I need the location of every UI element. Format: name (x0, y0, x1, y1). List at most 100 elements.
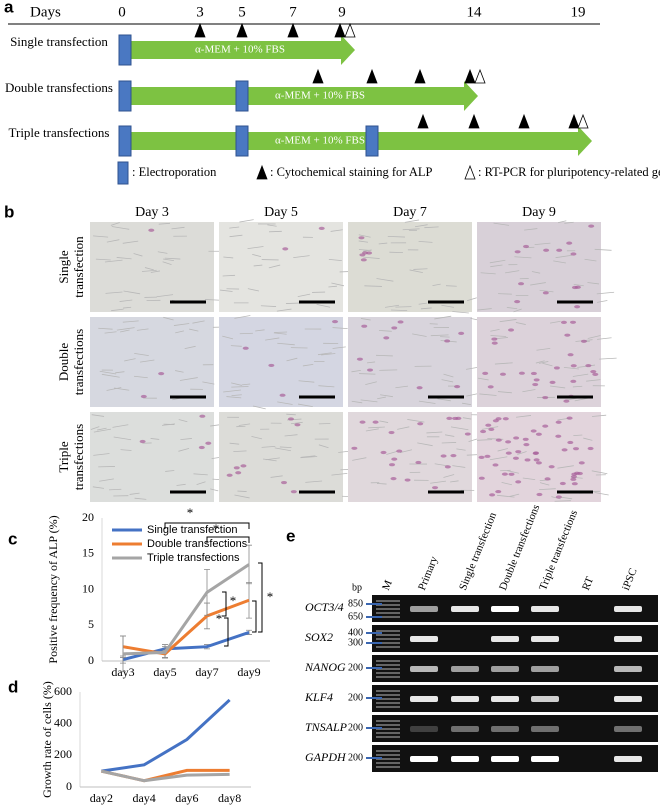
stained-cell (290, 490, 297, 494)
cell (358, 240, 369, 243)
cell (101, 373, 120, 378)
gel-band (410, 666, 438, 672)
electroporation (118, 80, 132, 112)
stained-cell (318, 226, 325, 230)
cell (384, 304, 400, 308)
stained-cell (566, 416, 573, 420)
cell (550, 385, 566, 389)
cell (108, 488, 122, 491)
stained-cell (444, 465, 451, 469)
lane-label: Primary (416, 554, 441, 592)
ladder-band (376, 630, 400, 632)
stained-cell (388, 430, 395, 435)
cell (380, 394, 393, 398)
cell (386, 451, 397, 455)
cell (539, 289, 554, 293)
stained-cell (367, 368, 374, 372)
cell (395, 306, 412, 308)
ladder-band (376, 698, 400, 700)
cell (395, 385, 409, 389)
cell (252, 405, 266, 410)
ladder-band (376, 612, 400, 614)
cell (122, 240, 139, 244)
gel-band (614, 726, 642, 732)
stained-cell (440, 454, 447, 458)
cell (328, 259, 342, 262)
cell (553, 260, 566, 264)
gel-band (614, 756, 642, 762)
cell (91, 414, 105, 417)
stained-cell (390, 477, 397, 481)
row-label: Triple transfections (56, 423, 86, 491)
stained-cell (361, 324, 368, 328)
cell (297, 403, 313, 408)
bp-marker: 650 (348, 611, 363, 622)
significance-bracket (258, 562, 263, 633)
cell (368, 426, 385, 429)
cell (414, 224, 428, 228)
x-tick-label: day4 (132, 791, 155, 805)
cell (317, 352, 332, 356)
alp-stain-marker (334, 22, 346, 38)
significance-star: * (213, 521, 220, 536)
cell (426, 431, 443, 434)
day-label: 19 (571, 4, 586, 20)
stained-cell (513, 436, 520, 440)
micrograph (90, 317, 214, 407)
ladder-band (376, 672, 400, 674)
cell (418, 302, 427, 305)
cell (462, 417, 472, 420)
cell (514, 256, 532, 259)
row-label: Double transfections (5, 80, 113, 95)
cell (432, 283, 441, 287)
cell (231, 394, 242, 397)
alp-stain-marker (236, 22, 248, 38)
cell (230, 345, 242, 347)
cell (157, 251, 168, 254)
stained-cell (484, 454, 491, 458)
stained-cell (535, 432, 542, 436)
gel-band (614, 636, 642, 642)
cell (513, 308, 522, 313)
stained-cell (446, 416, 453, 421)
cell (420, 307, 432, 310)
cell (90, 426, 100, 430)
cell (112, 424, 129, 428)
cell (573, 283, 584, 287)
cell (210, 488, 219, 492)
column-header: Day 5 (264, 205, 298, 220)
cell (104, 259, 123, 263)
stained-cell (570, 475, 577, 479)
days-label: Days (30, 4, 61, 20)
stained-cell (383, 336, 390, 340)
cell (116, 257, 132, 260)
electroporation (118, 34, 132, 66)
cell (434, 315, 452, 320)
stained-cell (571, 482, 578, 486)
ladder-band (376, 762, 400, 764)
column-header: Day 7 (393, 205, 427, 220)
stained-cell (542, 395, 549, 400)
cell (360, 399, 378, 403)
cell (596, 291, 615, 295)
cell (443, 373, 454, 378)
gel-band (410, 606, 438, 612)
stained-cell (580, 339, 587, 343)
stained-cell (561, 448, 568, 452)
micrograph (477, 222, 601, 312)
cell (477, 308, 492, 311)
cell (558, 220, 567, 224)
stained-cell (489, 493, 496, 497)
cell (539, 488, 556, 490)
cell (351, 369, 361, 373)
cell (358, 234, 371, 238)
cell (509, 493, 520, 497)
gel-band (410, 756, 438, 762)
lane-label: Triple transfections (537, 508, 580, 592)
stained-cell (495, 438, 502, 442)
stained-cell (588, 224, 595, 228)
stained-cell (560, 320, 567, 324)
cell (176, 483, 186, 486)
significance-bracket (164, 522, 250, 529)
medium-label: α-MEM + 10% FBS (275, 135, 365, 147)
